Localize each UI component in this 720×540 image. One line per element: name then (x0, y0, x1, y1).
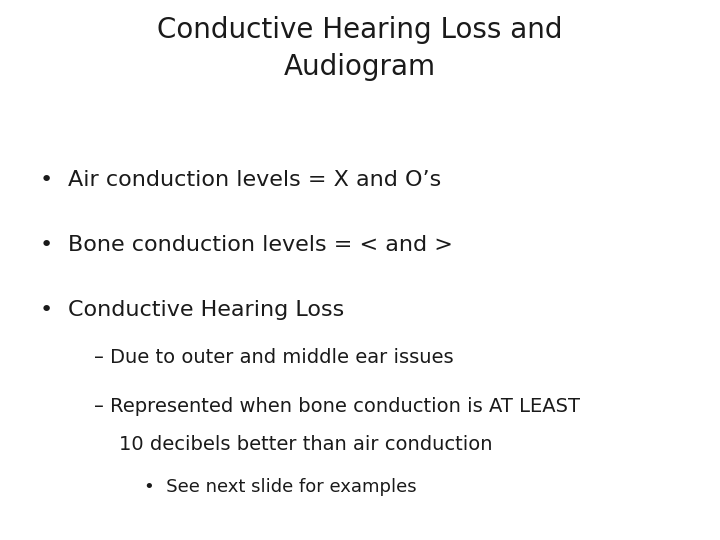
Text: •: • (40, 235, 53, 255)
Text: Air conduction levels = X and O’s: Air conduction levels = X and O’s (68, 170, 441, 190)
Text: Conductive Hearing Loss: Conductive Hearing Loss (68, 300, 345, 320)
Text: – Represented when bone conduction is AT LEAST: – Represented when bone conduction is AT… (94, 397, 580, 416)
Text: Conductive Hearing Loss and
Audiogram: Conductive Hearing Loss and Audiogram (157, 16, 563, 81)
Text: •  See next slide for examples: • See next slide for examples (144, 478, 417, 496)
Text: 10 decibels better than air conduction: 10 decibels better than air conduction (119, 435, 492, 454)
Text: •: • (40, 300, 53, 320)
Text: Bone conduction levels = < and >: Bone conduction levels = < and > (68, 235, 454, 255)
Text: •: • (40, 170, 53, 190)
Text: – Due to outer and middle ear issues: – Due to outer and middle ear issues (94, 348, 453, 367)
